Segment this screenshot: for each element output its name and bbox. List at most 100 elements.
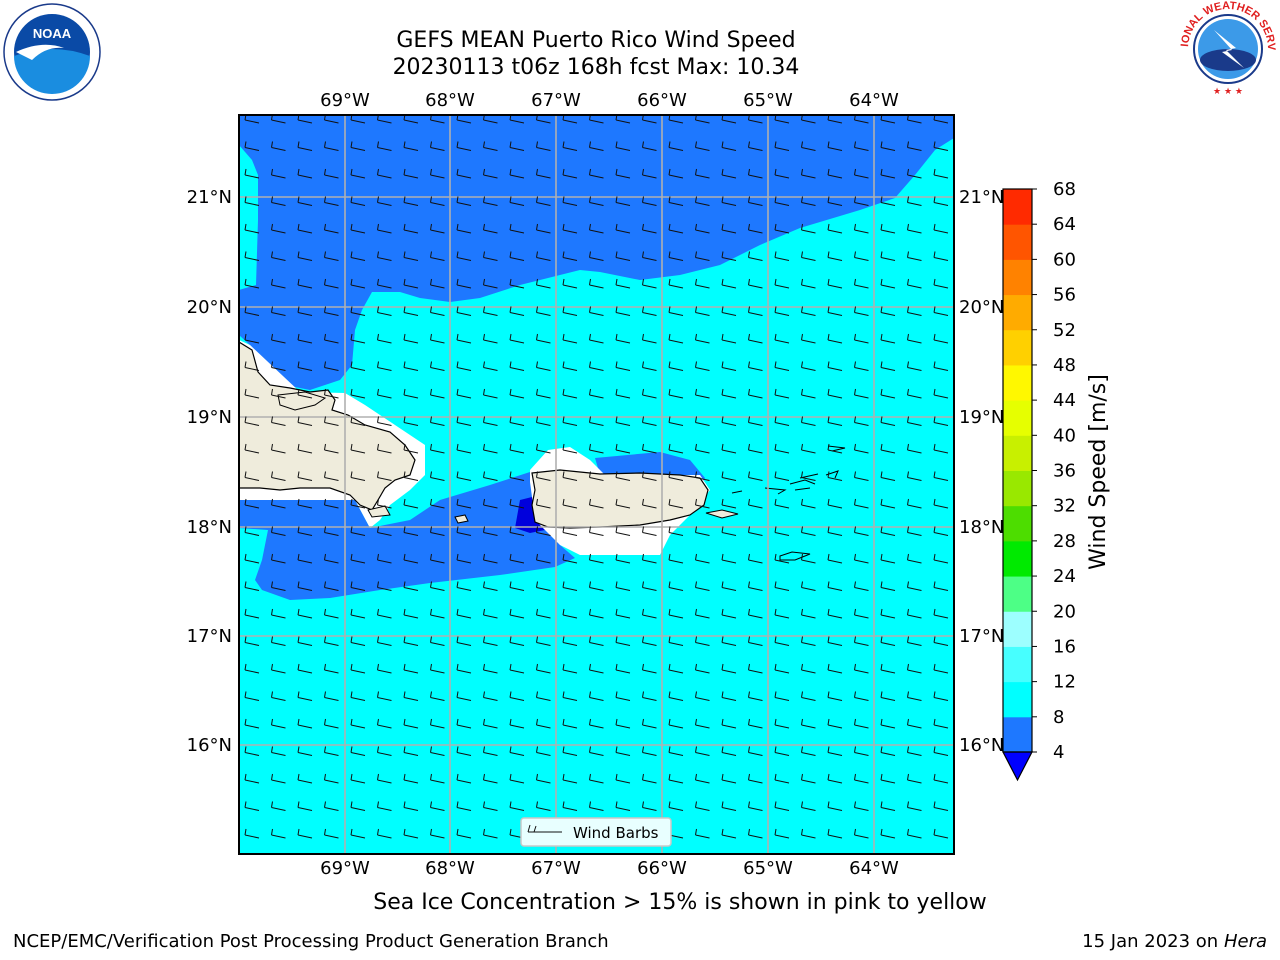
wind-barb bbox=[854, 718, 869, 729]
wind-barb bbox=[933, 333, 949, 344]
wind-barb bbox=[880, 141, 896, 151]
wind-barb bbox=[615, 691, 631, 701]
wind-barb bbox=[297, 746, 313, 756]
wind-barb bbox=[589, 608, 604, 619]
wind-barb bbox=[297, 718, 313, 729]
wind-barb bbox=[589, 773, 604, 784]
wind-barb bbox=[721, 498, 737, 509]
wind-barb bbox=[801, 581, 816, 591]
wind-barb bbox=[642, 636, 657, 646]
wind-barb bbox=[907, 223, 922, 234]
wind-barb bbox=[668, 388, 684, 399]
wind-barb bbox=[801, 773, 816, 784]
wind-barb bbox=[509, 278, 525, 289]
wind-barb bbox=[324, 168, 339, 179]
wind-barb bbox=[562, 223, 578, 234]
wind-barb bbox=[827, 718, 843, 729]
wind-barb bbox=[774, 691, 790, 701]
wind-barb bbox=[483, 306, 498, 316]
wind-barb bbox=[695, 691, 710, 701]
wind-barb bbox=[774, 553, 790, 564]
wind-barb bbox=[509, 553, 525, 564]
wind-barb bbox=[854, 388, 869, 399]
colorbar-tick-label: 68 bbox=[1053, 179, 1076, 200]
wind-barb bbox=[377, 581, 392, 591]
lat-label: 19°N bbox=[187, 407, 232, 428]
hispaniola-land bbox=[239, 341, 416, 511]
wind-barb bbox=[589, 361, 604, 371]
wind-barb bbox=[403, 141, 419, 151]
wind-barb bbox=[695, 333, 710, 344]
colorbar-segment bbox=[1003, 716, 1032, 753]
wind-barb bbox=[377, 828, 392, 839]
wind-barb bbox=[271, 636, 286, 646]
wind-barb bbox=[509, 306, 525, 316]
wind-barb bbox=[430, 333, 445, 344]
colorbar-segment bbox=[1003, 294, 1032, 331]
wind-barb bbox=[695, 498, 710, 509]
wind-barb bbox=[297, 828, 313, 839]
lat-label: 19°N bbox=[959, 407, 1004, 428]
wind-barb bbox=[615, 526, 631, 536]
wind-barb bbox=[642, 746, 657, 756]
wind-barb bbox=[297, 636, 313, 646]
wind-barb bbox=[748, 801, 763, 811]
wind-barb bbox=[456, 278, 472, 289]
wind-barb bbox=[880, 196, 896, 206]
wind-barb bbox=[509, 416, 525, 426]
wind-barb bbox=[880, 636, 896, 646]
wind-barb bbox=[456, 608, 472, 619]
wind-barb bbox=[748, 306, 763, 316]
wind-barb bbox=[430, 278, 445, 289]
wind-barb bbox=[430, 141, 445, 151]
wind-barb bbox=[297, 196, 313, 206]
wind-barb bbox=[933, 416, 949, 426]
wind-barb bbox=[615, 416, 631, 426]
wind-barb bbox=[456, 471, 472, 481]
wind-barb bbox=[721, 196, 737, 206]
wind-barb bbox=[801, 443, 816, 454]
wind-barb bbox=[350, 168, 366, 179]
wind-barb bbox=[801, 223, 816, 234]
wind-barb bbox=[324, 526, 339, 536]
wind-barb bbox=[615, 115, 631, 124]
wind-barb bbox=[774, 581, 790, 591]
map-frame bbox=[238, 114, 955, 855]
wind-barb bbox=[403, 443, 419, 454]
colorbar-tick-label: 48 bbox=[1053, 355, 1076, 376]
wind-barb bbox=[324, 801, 339, 811]
wind-barb bbox=[456, 498, 472, 509]
lat-label: 17°N bbox=[959, 626, 1004, 647]
wind-barb bbox=[933, 718, 949, 729]
wind-barb bbox=[801, 608, 816, 619]
wind-barb bbox=[350, 773, 366, 784]
wind-barb bbox=[430, 718, 445, 729]
wind-barb bbox=[536, 691, 551, 701]
wind-barb bbox=[827, 196, 843, 206]
wind-barb bbox=[536, 196, 551, 206]
wind-barb bbox=[668, 553, 684, 564]
wind-barb bbox=[244, 443, 260, 454]
wind-barb bbox=[748, 581, 763, 591]
wind-barb bbox=[801, 115, 816, 124]
wind-barb bbox=[536, 801, 551, 811]
wind-barb bbox=[642, 223, 657, 234]
wind-barb bbox=[774, 416, 790, 426]
colorbar-segment bbox=[1003, 435, 1032, 471]
wind-barb bbox=[642, 581, 657, 591]
wind-barb bbox=[271, 306, 286, 316]
wind-barb bbox=[827, 278, 843, 289]
colorbar-tick-label: 12 bbox=[1053, 672, 1076, 693]
lat-label: 18°N bbox=[959, 517, 1004, 538]
wind-barb bbox=[377, 636, 392, 646]
colorbar-segment bbox=[1003, 224, 1032, 260]
wind-barb bbox=[827, 773, 843, 784]
wind-barb bbox=[324, 388, 339, 399]
wind-barb bbox=[907, 801, 922, 811]
wind-barb bbox=[536, 388, 551, 399]
wind-barb bbox=[668, 251, 684, 261]
wind-barb bbox=[589, 443, 604, 454]
wind-barb bbox=[668, 223, 684, 234]
wind-barb bbox=[430, 498, 445, 509]
wind-barb bbox=[244, 581, 260, 591]
